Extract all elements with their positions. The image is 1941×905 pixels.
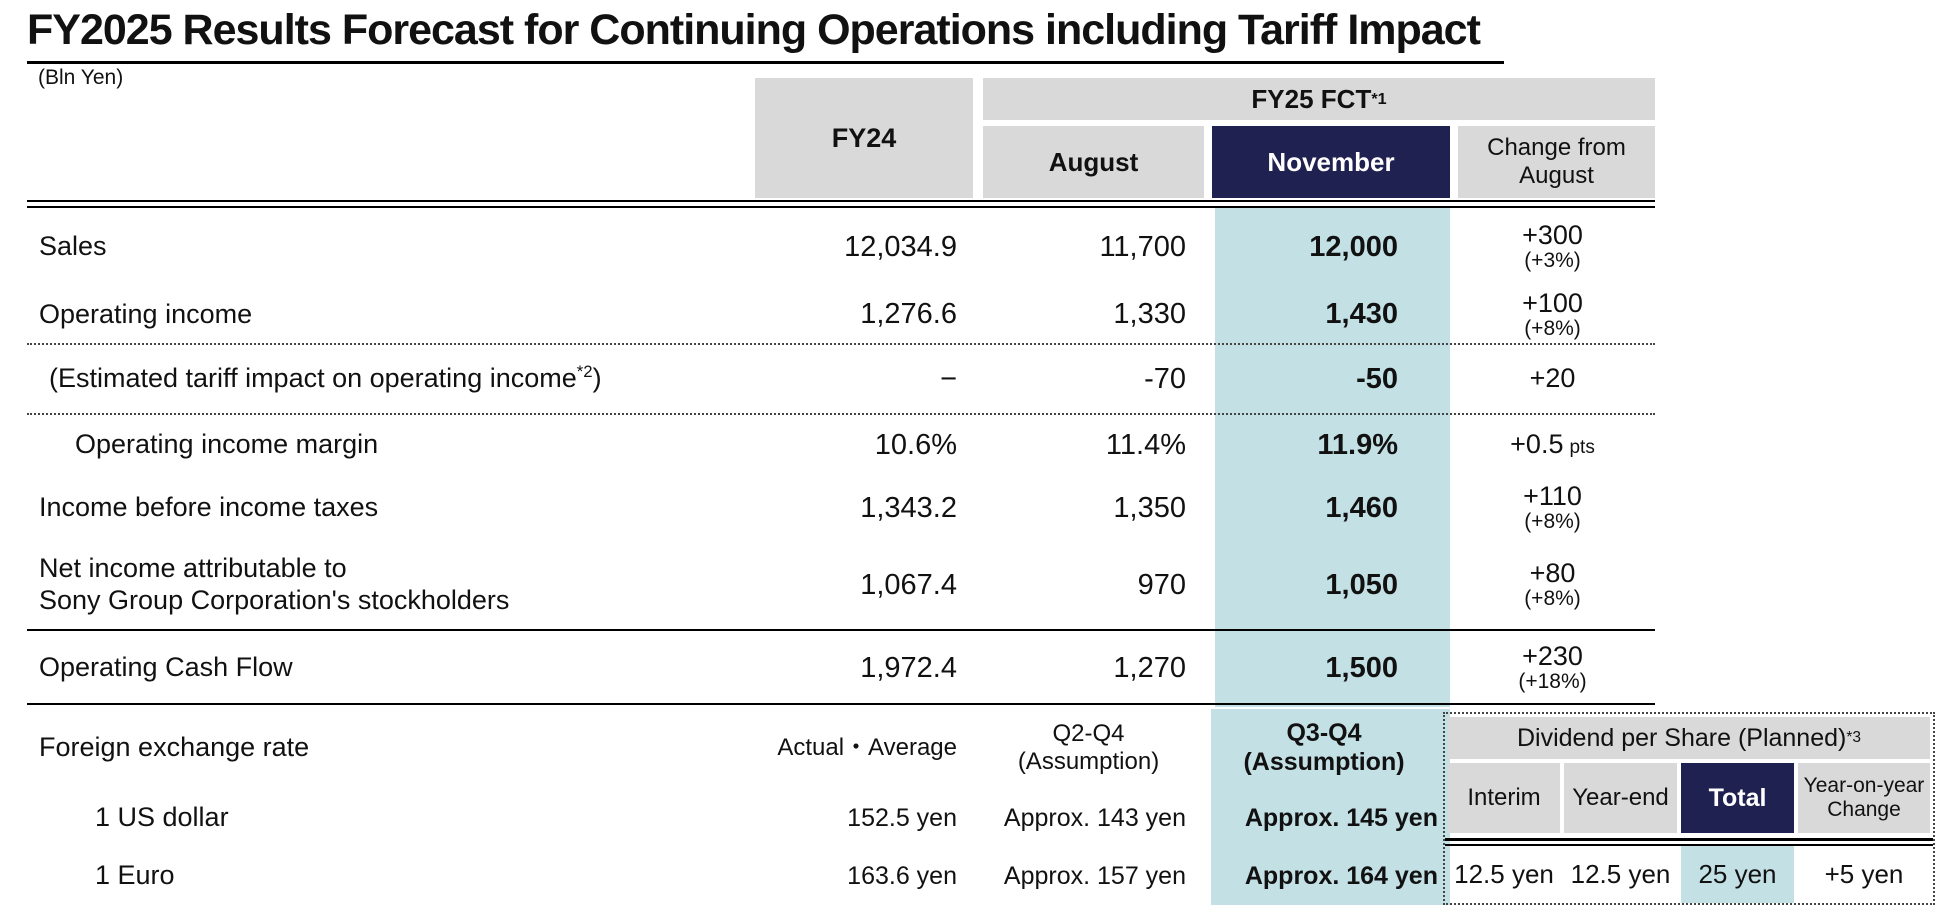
row-label: Operating income xyxy=(39,298,253,329)
cell-change: +0.5 pts xyxy=(1510,429,1595,460)
november-highlight-band xyxy=(1215,208,1450,707)
cell-fy24: 1,276.6 xyxy=(860,298,957,330)
fx-november-header: Q3-Q4 (Assumption) xyxy=(1243,719,1405,776)
cell-november: Approx. 145 yen xyxy=(1244,803,1438,832)
cell-fy24: 152.5 yen xyxy=(847,803,957,832)
dividend-value-yoy: +5 yen xyxy=(1824,859,1904,889)
cell-change: +20 xyxy=(1529,363,1576,394)
row-label: Net income attributable to Sony Group Co… xyxy=(39,553,510,615)
cell-august: Approx. 143 yen xyxy=(1003,803,1186,832)
dividend-header-yoy-change: Year-on-year Change xyxy=(1798,763,1930,833)
cell-change: +110 (+8%) xyxy=(1523,481,1582,534)
november-highlight-band-fx xyxy=(1211,709,1450,905)
fx-fy24-header: Actual・Average xyxy=(777,734,957,762)
cell-november: 1,500 xyxy=(1325,651,1398,684)
row-label: Operating income margin xyxy=(75,429,379,460)
dividend-value-interim: 12.5 yen xyxy=(1454,859,1554,889)
footnote-marker-2: *2 xyxy=(576,362,593,382)
cell-november: 1,050 xyxy=(1325,568,1398,601)
cell-november: 11.9% xyxy=(1317,428,1398,461)
table-row-tariff-impact: (Estimated tariff impact on operating in… xyxy=(27,345,1655,415)
row-label: (Estimated tariff impact on operating in… xyxy=(49,362,602,394)
cell-change: +230 (+18%) xyxy=(1518,641,1587,694)
cell-fy24: 12,034.9 xyxy=(844,230,957,263)
cell-august: 11.4% xyxy=(1105,428,1186,461)
column-group-header-fy25-fct: FY25 FCT *1 xyxy=(983,78,1655,120)
column-header-november: November xyxy=(1212,126,1450,198)
dividend-title: Dividend per Share (Planned) *3 xyxy=(1448,717,1930,759)
dividend-value-yearend: 12.5 yen xyxy=(1570,859,1671,889)
dividend-table: Dividend per Share (Planned) *3 Interim Y… xyxy=(1443,712,1935,905)
dividend-header-total: Total xyxy=(1681,763,1794,833)
cell-november: 1,430 xyxy=(1325,298,1398,330)
row-label: Operating Cash Flow xyxy=(39,652,293,683)
cell-fy24: − xyxy=(940,362,957,395)
table-row-euro-rate: 1 Euro 163.6 yen Approx. 157 yen Approx.… xyxy=(27,847,1655,905)
cell-change: +80 (+8%) xyxy=(1524,558,1581,611)
unit-note: (Bln Yen) xyxy=(38,66,124,89)
table-row-net-income: Net income attributable to Sony Group Co… xyxy=(27,541,1655,631)
cell-fy24: 10.6% xyxy=(874,428,957,461)
row-label: Income before income taxes xyxy=(39,492,379,523)
cell-august: 1,330 xyxy=(1113,298,1186,330)
dividend-header-yearend: Year-end xyxy=(1564,763,1677,833)
dividend-value-total: 25 yen xyxy=(1681,846,1794,903)
row-label: Sales xyxy=(39,231,107,262)
table-row-operating-income-margin: Operating income margin 10.6% 11.4% 11.9… xyxy=(27,415,1655,475)
dividend-column-headers: Interim Year-end Total Year-on-year Chan… xyxy=(1448,763,1930,833)
cell-august: 11,700 xyxy=(1099,230,1186,263)
cell-august: 1,270 xyxy=(1113,651,1186,684)
cell-november: Approx. 164 yen xyxy=(1244,861,1438,890)
row-label: 1 US dollar xyxy=(95,802,229,833)
page-title: FY2025 Results Forecast for Continuing O… xyxy=(27,6,1504,64)
dividend-divider xyxy=(1445,838,1933,846)
cell-fy24: 1,972.4 xyxy=(860,651,957,684)
cell-august: -70 xyxy=(1144,362,1186,395)
row-label: Foreign exchange rate xyxy=(39,732,310,763)
column-header-august: August xyxy=(983,126,1204,198)
cell-fy24: 1,343.2 xyxy=(860,491,957,524)
table-row-sales: Sales 12,034.9 11,700 12,000 +300 (+3%) xyxy=(27,208,1655,286)
cell-change: +100 (+8%) xyxy=(1522,287,1583,340)
cell-change: +300 (+3%) xyxy=(1522,220,1583,273)
pts-unit: pts xyxy=(1569,437,1595,459)
fx-august-header: Q2-Q4 (Assumption) xyxy=(1017,720,1160,775)
column-header-fy24: FY24 xyxy=(755,78,973,198)
table-row-income-before-taxes: Income before income taxes 1,343.2 1,350… xyxy=(27,475,1655,541)
fy25-fct-label: FY25 FCT xyxy=(1251,83,1372,114)
cell-november: 12,000 xyxy=(1309,230,1398,263)
row-label: 1 Euro xyxy=(95,860,175,891)
cell-fy24: 1,067.4 xyxy=(860,568,957,601)
column-header-change-from-august: Change from August xyxy=(1458,126,1655,198)
cell-august: Approx. 157 yen xyxy=(1003,861,1186,890)
table-row-usd-rate: 1 US dollar 152.5 yen Approx. 143 yen Ap… xyxy=(27,789,1655,847)
cell-august: 1,350 xyxy=(1113,491,1186,524)
dividend-header-interim: Interim xyxy=(1448,763,1560,833)
cell-november: -50 xyxy=(1356,362,1398,395)
table-row-operating-cash-flow: Operating Cash Flow 1,972.4 1,270 1,500 … xyxy=(27,633,1655,705)
table-row-fx-header: Foreign exchange rate Actual・Average Q2-… xyxy=(27,707,1655,789)
cell-november: 1,460 xyxy=(1325,491,1398,524)
header-divider xyxy=(27,200,1655,208)
table-row-operating-income: Operating income 1,276.6 1,330 1,430 +10… xyxy=(27,286,1655,345)
cell-fy24: 163.6 yen xyxy=(847,861,957,890)
cell-august: 970 xyxy=(1137,568,1186,601)
dividend-values: 12.5 yen 12.5 yen 25 yen +5 yen xyxy=(1448,846,1930,903)
